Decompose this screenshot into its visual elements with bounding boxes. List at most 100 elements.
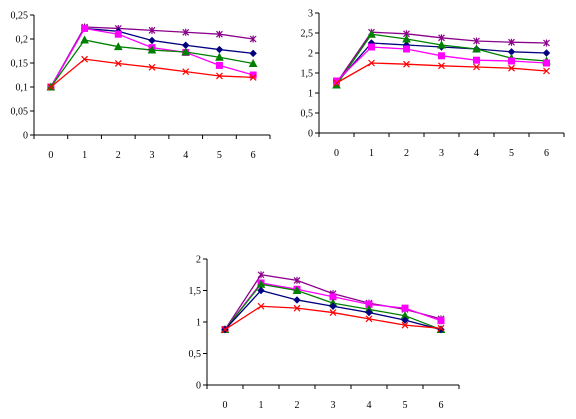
chart-2-y-tick-label: 3 [308,9,313,20]
chart-1-x-tick-label: 4 [183,150,188,161]
chart-1-series-5-point [81,55,88,63]
chart-3-x-tick-label: 5 [403,400,408,411]
chart-1-series-2-point [182,41,190,49]
chart-2-series-4-point [508,57,515,65]
chart-1-y-tick-label: 0,1 [16,83,29,94]
chart-2-series-3-point [402,34,411,43]
chart-2-series-5-point [368,59,375,67]
chart-1-series-3-point [215,61,223,69]
chart-1-series-4-point [147,45,157,54]
chart-3-series-2-point [401,304,409,312]
chart-1-x-tick-label: 2 [116,150,121,161]
chart-3-series-5-point [257,302,265,310]
chart-1-series-5-point [148,63,156,71]
chart-3-x-tick-label: 1 [259,400,264,411]
chart-2-x-tick-label: 3 [439,148,444,159]
chart-3-y-tick-label: 1,5 [189,286,202,297]
chart-1-x-tick-label: 1 [82,150,87,161]
chart-3-series-1-point [293,276,301,284]
chart-2-series-5-point [438,62,445,70]
chart-2-x-tick-label: 6 [544,148,549,159]
chart-1-y-tick-label: 0,05 [11,107,29,118]
chart-1-series-2-point [215,45,224,54]
chart-1-series-5-point [249,73,257,81]
chart-1-y-tick-label: 0,2 [16,35,29,46]
chart-2-x-tick-label: 1 [369,148,374,159]
chart-1-y-tick-label: 0,15 [11,59,29,70]
chart-3-series-4-point [329,302,337,310]
chart-3-series-4-point [257,286,265,295]
chart-2-series-3-point [437,40,446,49]
chart-1-x-tick-label: 0 [48,150,53,161]
chart-1-series-1-point [249,35,257,43]
chart-2-series-4-point [473,56,480,64]
chart-3-series-3-point [292,285,302,294]
chart-1-series-4-point [248,58,258,67]
chart-2-y-tick-label: 0 [308,129,313,140]
chart-2-series-1-point [543,39,550,47]
chart-3-series-4-point [365,308,373,317]
chart-1-series-4-point [80,35,89,44]
chart-1-series-4-point [215,52,224,61]
chart-3-y-tick-label: 0,5 [189,349,202,360]
chart-3-series-1-point [257,271,265,279]
chart-1-series-3-point [81,24,89,32]
chart-3-series-5-point [437,324,445,332]
chart-3-series-5-point [329,309,337,316]
chart-3-x-tick-label: 6 [439,400,444,411]
chart-3-series-5-point [221,326,229,333]
chart-2-series-5-point [543,67,550,75]
chart-1-series-5-point [47,83,55,91]
chart-2-series-1-point [508,38,515,46]
chart-2-series-1-point [438,34,445,42]
chart-2-x-tick-label: 2 [404,148,409,159]
chart-3-series-5-point [293,304,301,312]
chart-2-y-tick-label: 0,5 [301,109,314,120]
chart-2-series-4-point [543,59,550,67]
chart-1-series-4-point [113,42,123,51]
chart-2-series-3-point [472,44,481,53]
chart-3: 0 0,5 1 1,5 2 0 1 2 3 4 5 6 [189,255,460,411]
chart-1-series-3-point [114,30,122,38]
chart-3-series-4-point [401,316,409,324]
chart-2-series-2-point [542,49,551,57]
chart-3-series-2-point [437,317,445,325]
chart-1-y-tick-label: 0 [23,131,28,142]
chart-1-series-1-line [50,26,254,88]
chart-2-series-5-point [508,64,515,72]
chart-2-series-3-point [367,29,376,38]
chart-3-x-tick-label: 2 [295,400,300,411]
chart-2-series-5-point [403,60,410,68]
chart-1-series-4-point [181,47,191,56]
chart-3-series-4-point [293,296,301,304]
chart-1-series-1-point [182,28,190,36]
chart-1: 0 0,05 0,1 0,15 0,2 0,25 0 1 2 3 4 5 6 [11,11,271,161]
chart-3-x-tick-label: 4 [367,400,372,411]
chart-3-y-tick-label: 0 [196,381,201,392]
chart-3-series-5-point [401,321,409,329]
chart-2: 0 0,5 1 1,5 2 2,5 3 0 1 2 3 4 5 6 [301,9,565,159]
chart-1-series-1-point [216,30,223,38]
chart-3-x-tick-label: 0 [223,400,228,411]
chart-2-series-4-point [368,43,375,51]
chart-1-series-5-point [216,72,223,80]
chart-1-y-tick-label: 0,25 [11,11,29,22]
chart-2-x-tick-label: 0 [334,148,339,159]
chart-2-y-tick-label: 1,5 [301,69,314,80]
chart-2-series-1-point [473,37,480,45]
chart-3-x-tick-label: 3 [331,400,336,411]
chart-1-x-tick-label: 6 [251,150,256,161]
chart-2-x-tick-label: 4 [474,148,479,159]
chart-2-y-tick-label: 2 [308,49,313,60]
chart-2-y-tick-label: 1 [308,89,313,100]
chart-2-x-tick-label: 5 [509,148,514,159]
chart-1-series-2-point [249,49,257,58]
chart-3-y-tick-label: 1 [196,318,201,329]
chart-1-x-tick-label: 5 [217,150,222,161]
chart-2-y-tick-label: 2,5 [301,29,314,40]
chart-1-x-tick-label: 3 [150,150,155,161]
chart-2-series-4-point [438,52,445,60]
chart-2-series-4-point [403,45,410,53]
